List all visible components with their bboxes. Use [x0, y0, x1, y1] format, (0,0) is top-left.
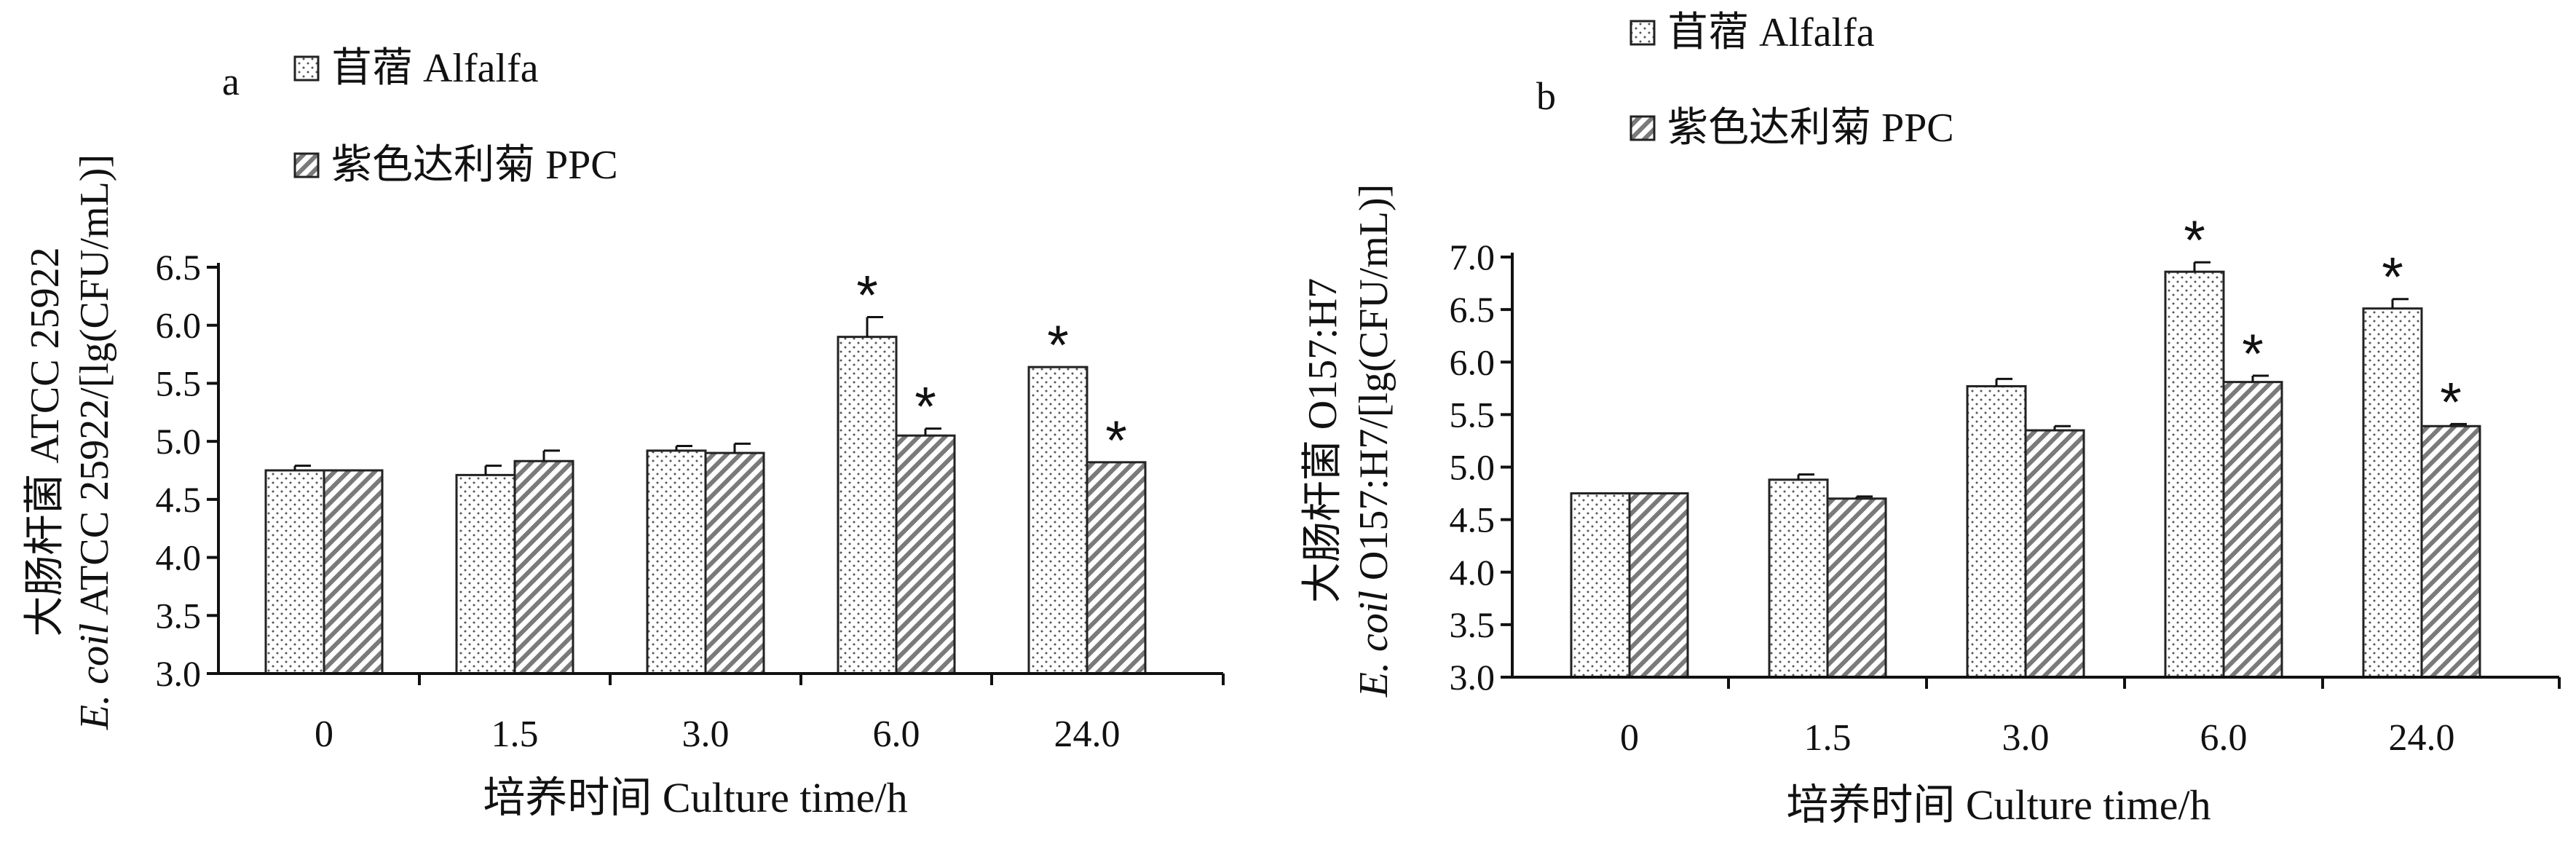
y-tick-label: 3.5: [1450, 604, 1496, 645]
bar: [646, 449, 707, 675]
legend-label: 苜蓿 Alfalfa: [1667, 10, 1875, 55]
bar: [1570, 492, 1631, 679]
legend-label: 苜蓿 Alfalfa: [331, 46, 539, 91]
bar: [1768, 478, 1829, 679]
y-tick-label: 5.0: [156, 421, 202, 462]
x-tick-label: 6.0: [873, 714, 920, 755]
bar: [2222, 381, 2283, 679]
legend-label: 紫色达利菊 PPC: [331, 143, 618, 188]
y-tick-label: 6.0: [156, 305, 202, 346]
y-tick-label: 6.5: [156, 247, 202, 288]
bar: [513, 459, 574, 675]
x-tick-label: 1.5: [1804, 717, 1852, 759]
legend-item-alfalfa: 苜蓿 Alfalfa: [293, 46, 539, 91]
y-tick-label: 3.0: [156, 653, 202, 694]
plot-area: 3.0 3.5 4.0 4.5 5.0 5.5 6.0 6.5 0 1.5 3.0 * * 6.0 * * 24…: [156, 247, 1225, 755]
y-axis-title-en-italic: E. coil: [72, 623, 117, 730]
x-tick-label: 1.5: [491, 714, 539, 755]
y-axis-title-zh: 大肠杆菌 ATCC 25922: [23, 247, 68, 636]
legend-item-ppc: 紫色达利菊 PPC: [293, 143, 618, 188]
x-tick-label: 0: [1620, 717, 1639, 759]
legend-swatch-dots: [1629, 20, 1656, 46]
significance-star: *: [2382, 247, 2403, 309]
panel-label: a: [222, 60, 240, 103]
legend-swatch-hatch: [293, 152, 320, 178]
x-tick-label: 24.0: [1054, 714, 1121, 755]
bar: [264, 469, 325, 675]
bar: [895, 434, 956, 675]
x-tick-label: 3.0: [2002, 717, 2050, 759]
bar: [455, 473, 516, 675]
bar: [1628, 492, 1689, 679]
y-tick-label: 4.5: [156, 479, 202, 520]
legend: 苜蓿 Alfalfa 紫色达利菊 PPC: [1629, 10, 1954, 151]
significance-star: *: [1047, 315, 1069, 376]
bar: [1027, 366, 1089, 675]
panel-label: b: [1536, 74, 1556, 118]
y-axis-title: 大肠杆菌 ATCC 25922 E. coil ATCC 25922/[lg(C…: [23, 154, 117, 730]
bar: [837, 336, 898, 675]
y-axis-title-en: E. coil O157:H7/[lg(CFU/mL)]: [1351, 184, 1396, 698]
bar: [1826, 497, 1887, 679]
bar: [704, 451, 765, 675]
y-axis-title-en: E. coil ATCC 25922/[lg(CFU/mL)]: [72, 154, 117, 730]
y-tick-label: 6.0: [1450, 341, 1496, 382]
x-axis-title: 培养时间 Culture time/h: [483, 774, 907, 821]
x-tick-label: 3.0: [682, 714, 730, 755]
x-tick-label: 0: [315, 714, 333, 755]
y-axis-title-en-rest: ATCC 25922/[lg(CFU/mL)]: [72, 154, 117, 623]
bar: [1966, 384, 2027, 679]
legend: 苜蓿 Alfalfa 紫色达利菊 PPC: [293, 46, 618, 188]
y-tick-label: 4.0: [156, 537, 202, 578]
y-tick-label: 4.5: [1450, 500, 1496, 540]
y-axis-title-zh: 大肠杆菌 O157:H7: [1300, 278, 1346, 603]
legend-swatch-hatch: [1629, 115, 1656, 141]
x-axis-title: 培养时间 Culture time/h: [1786, 781, 2210, 829]
significance-star: *: [914, 376, 936, 438]
legend-item-ppc: 紫色达利菊 PPC: [1629, 106, 1954, 151]
x-tick-label: 24.0: [2389, 717, 2455, 759]
bar: [2362, 307, 2423, 679]
y-tick-label: 3.5: [156, 595, 202, 636]
bar: [323, 469, 384, 675]
significance-star: *: [2184, 210, 2205, 272]
legend-item-alfalfa: 苜蓿 Alfalfa: [1629, 10, 1875, 55]
x-tick-label: 6.0: [2200, 717, 2248, 759]
y-axis-title-en-italic: E. coil: [1351, 591, 1396, 698]
panel-b: b 苜蓿 Alfalfa 紫色达利菊 PPC 大肠杆菌 O157:H7 E. c…: [1300, 10, 2561, 829]
significance-star: *: [856, 265, 878, 327]
y-tick-label: 5.0: [1450, 447, 1496, 488]
y-tick-label: 7.0: [1450, 237, 1496, 277]
bar: [1086, 461, 1147, 675]
significance-star: *: [1105, 410, 1127, 472]
significance-star: *: [2242, 323, 2264, 385]
bar: [2420, 425, 2481, 679]
y-tick-label: 3.0: [1450, 657, 1496, 698]
significance-star: *: [2440, 371, 2462, 433]
y-tick-label: 6.5: [1450, 289, 1496, 330]
y-tick-label: 5.5: [1450, 394, 1496, 435]
bar: [2024, 429, 2085, 679]
y-axis-title-en-rest: O157:H7/[lg(CFU/mL)]: [1351, 184, 1396, 591]
y-tick-label: 4.0: [1450, 552, 1496, 593]
y-axis-title: 大肠杆菌 O157:H7 E. coil O157:H7/[lg(CFU/mL)…: [1300, 184, 1396, 698]
bar: [2164, 270, 2225, 679]
legend-label: 紫色达利菊 PPC: [1667, 106, 1954, 151]
y-tick-label: 5.5: [156, 363, 202, 403]
legend-swatch-dots: [293, 55, 320, 82]
panel-a: a 苜蓿 Alfalfa 紫色达利菊 PPC 大肠杆菌 ATCC 25922 E…: [23, 46, 1225, 821]
plot-area: 3.0 3.5 4.0 4.5 5.0 5.5 6.0 6.5 7.0 0 1.5 3.0 * * 6.0 *…: [1450, 210, 2561, 759]
